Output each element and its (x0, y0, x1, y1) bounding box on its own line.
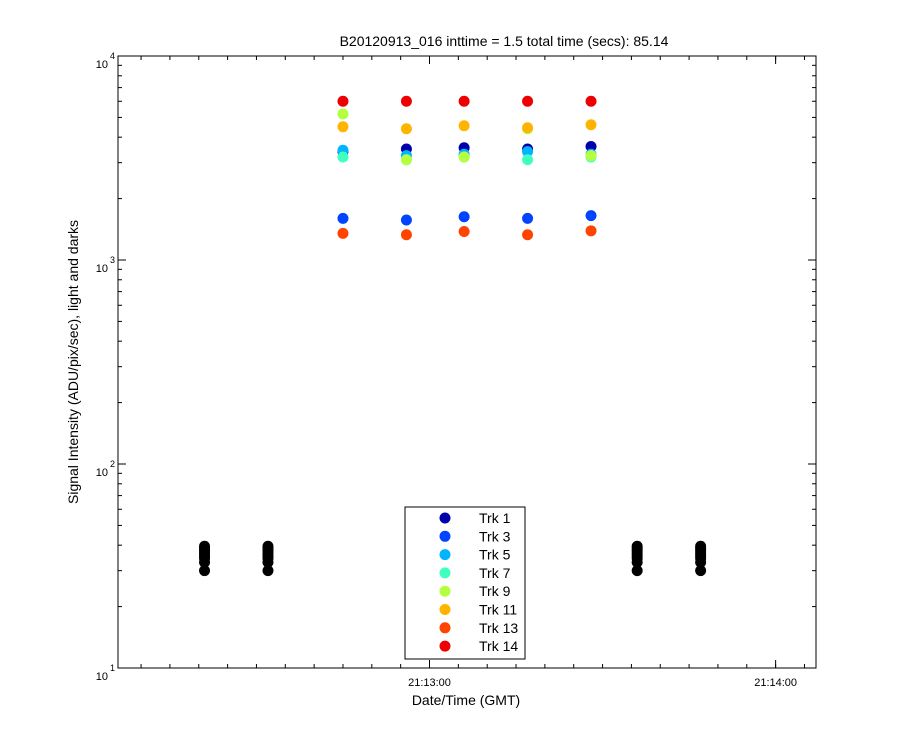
chart-title: B20120913_016 inttime = 1.5 total time (… (340, 33, 669, 49)
legend-label: Trk 5 (479, 547, 511, 563)
data-point (585, 225, 597, 237)
legend-marker (439, 604, 451, 615)
legend-label: Trk 11 (479, 602, 517, 618)
x-tick-label: 21:13:00 (408, 677, 451, 689)
data-point (400, 229, 412, 241)
data-point (585, 150, 597, 162)
data-point (400, 95, 412, 107)
legend-marker (439, 549, 451, 561)
data-point (458, 120, 470, 132)
data-point (585, 95, 597, 107)
dark-point (262, 565, 274, 577)
data-point (337, 151, 349, 163)
y-tick-label-exponent: 3 (110, 255, 115, 265)
data-point (522, 95, 534, 107)
data-point (522, 122, 534, 134)
y-tick-label-exponent: 4 (110, 51, 115, 61)
legend-label: Trk 3 (479, 528, 511, 544)
data-point (458, 225, 470, 237)
dark-point (199, 565, 211, 577)
data-point (337, 108, 349, 120)
y-tick-label-base: 10 (96, 671, 108, 683)
y-tick-label-base: 10 (96, 59, 108, 71)
dark-point (631, 565, 643, 577)
data-point (585, 210, 597, 222)
y-tick-label-base: 10 (96, 467, 108, 479)
legend-marker (439, 622, 451, 634)
data-point (522, 212, 534, 224)
data-point (337, 227, 349, 239)
data-point (585, 141, 597, 153)
data-point (337, 121, 349, 133)
data-point (522, 229, 534, 241)
data-point (458, 211, 470, 223)
x-tick-label: 21:14:00 (754, 677, 797, 689)
legend-label: Trk 9 (479, 583, 511, 599)
dark-point (631, 540, 643, 552)
legend-marker (439, 512, 451, 524)
legend-label: Trk 1 (479, 510, 511, 526)
data-point (522, 154, 534, 166)
dark-point (695, 565, 707, 577)
legend-box (404, 506, 526, 660)
plot-frame (117, 55, 817, 669)
legend-marker (439, 585, 451, 597)
data-point (585, 119, 597, 131)
legend-label: Trk 14 (479, 638, 518, 654)
y-tick-label-exponent: 1 (110, 663, 115, 673)
legend-label: Trk 7 (479, 565, 511, 581)
dark-point (199, 540, 211, 552)
data-point (400, 123, 412, 135)
legend-marker (439, 567, 451, 579)
legend-label: Trk 13 (479, 620, 518, 636)
data-point (337, 95, 349, 107)
data-point (522, 146, 534, 158)
y-tick-label-exponent: 2 (110, 459, 115, 469)
data-point (337, 212, 349, 224)
y-axis-label: Signal Intensity (ADU/pix/sec), light an… (65, 220, 81, 504)
data-point (458, 151, 470, 163)
legend-marker (439, 640, 451, 652)
dark-point (695, 540, 707, 552)
data-point (458, 95, 470, 107)
y-tick-label-base: 10 (96, 263, 108, 275)
x-axis-label: Date/Time (GMT) (412, 692, 520, 708)
dark-point (262, 540, 274, 552)
legend-marker (439, 530, 451, 542)
data-point (400, 214, 412, 226)
data-point (400, 154, 412, 166)
